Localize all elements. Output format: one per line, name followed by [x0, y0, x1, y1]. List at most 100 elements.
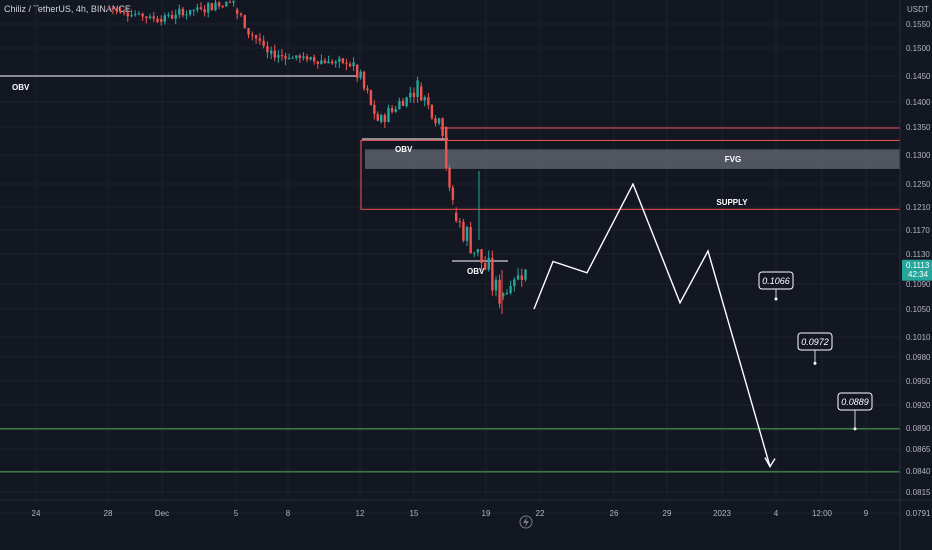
- price-tick-label: 0.0950: [906, 377, 931, 386]
- candle-body: [427, 97, 430, 105]
- candle-body: [196, 7, 199, 10]
- price-tick-label: 0.1250: [906, 180, 931, 189]
- time-tick-label: 26: [610, 509, 619, 518]
- target-dot-0: [774, 297, 778, 301]
- candle-body: [302, 56, 305, 58]
- price-tick-label: 0.1050: [906, 305, 931, 314]
- candle-body: [134, 14, 137, 16]
- supply-label: SUPPLY: [716, 198, 748, 207]
- candle-body: [465, 227, 469, 241]
- candle-body: [390, 107, 394, 112]
- candle-body: [192, 9, 195, 11]
- replay-icon[interactable]: [519, 515, 533, 529]
- candle-body: [341, 58, 345, 63]
- candle-body: [441, 118, 444, 136]
- candle-body: [115, 9, 118, 11]
- candle-body: [502, 293, 505, 297]
- candle-body: [119, 9, 122, 13]
- candle-body: [214, 2, 217, 11]
- candle-body: [309, 57, 312, 60]
- time-tick-label: 12:00: [812, 509, 833, 518]
- price-tick-label: 0.1400: [906, 98, 931, 107]
- candle-body: [445, 127, 448, 168]
- candle-body: [247, 28, 250, 35]
- projection-arrowhead: [764, 457, 776, 468]
- candle-body: [437, 118, 441, 124]
- candle-body: [462, 221, 465, 241]
- candle-body: [524, 269, 527, 280]
- candle-body: [130, 15, 133, 17]
- price-tick-label: 0.0815: [906, 488, 931, 497]
- price-tick-label: 0.0920: [906, 401, 931, 410]
- price-tick-label: 0.0840: [906, 467, 931, 476]
- candle-body: [387, 107, 390, 123]
- candle-body: [491, 257, 494, 291]
- candle-body: [295, 55, 298, 58]
- time-tick-label: 12: [356, 509, 365, 518]
- target-dot-1: [813, 361, 817, 365]
- candle-body: [137, 13, 141, 15]
- price-tick-label: 0.1300: [906, 151, 931, 160]
- price-tick-label: 0.0865: [906, 445, 931, 454]
- obv-label-2: OBV: [467, 267, 485, 276]
- candle-body: [273, 50, 276, 58]
- target-dot-2: [853, 427, 857, 431]
- candle-body: [225, 1, 228, 7]
- candle-body: [126, 12, 129, 17]
- candle-body: [156, 18, 159, 23]
- target-label-2: 0.0889: [841, 397, 869, 407]
- candle-body: [280, 55, 284, 57]
- candle-body: [188, 9, 192, 15]
- candle-body: [320, 60, 323, 64]
- candle-body: [498, 279, 501, 304]
- candle-body: [513, 279, 516, 287]
- fvg-label: FVG: [725, 155, 741, 164]
- chart-title: Chiliz / TetherUS, 4h, BINANCE: [4, 4, 131, 14]
- candle-body: [455, 212, 458, 222]
- candle-body: [160, 19, 163, 22]
- candle-body: [243, 15, 246, 29]
- candle-body: [270, 50, 273, 54]
- candle-body: [207, 3, 210, 13]
- candle-body: [170, 14, 174, 19]
- candle-body: [236, 9, 239, 14]
- candle-body: [516, 275, 520, 280]
- candle-body: [228, 1, 232, 3]
- obv-label-1: OBV: [395, 145, 413, 154]
- candle-body: [291, 57, 294, 59]
- candle-body: [210, 3, 214, 11]
- candle-body: [383, 114, 387, 123]
- candle-body: [409, 92, 412, 98]
- candle-body: [412, 92, 416, 98]
- candle-body: [458, 221, 462, 223]
- time-tick-label: 22: [536, 509, 545, 518]
- candle-body: [448, 167, 451, 188]
- candle-body: [185, 14, 188, 16]
- candle-body: [232, 0, 235, 3]
- currency-label: USDT: [907, 5, 929, 14]
- countdown-value: 42:34: [908, 270, 929, 279]
- candle-body: [217, 2, 221, 7]
- candle-body: [327, 61, 330, 64]
- time-tick-label: 19: [482, 509, 491, 518]
- candle-body: [145, 16, 148, 19]
- candle-body: [405, 97, 408, 106]
- candle-body: [362, 71, 366, 89]
- time-tick-label: 29: [663, 509, 672, 518]
- time-axis[interactable]: 24 28 Dec 5 8 12 15 19 22 26 29 2023 4 12:00 9: [0, 499, 932, 518]
- candle-body: [258, 38, 262, 41]
- last-price-tag: [902, 259, 932, 281]
- price-axis[interactable]: USDT 0.1550 0.1500 0.1450 0.1400 0.1350 0.1300…: [899, 0, 932, 550]
- candle-body: [348, 63, 352, 67]
- candle-body: [345, 62, 348, 64]
- candle-body: [152, 16, 155, 19]
- candle-body: [284, 55, 287, 59]
- candle-body: [434, 118, 437, 124]
- candle-body: [487, 257, 490, 270]
- last-price-value: 0.1113: [906, 261, 930, 270]
- candle-body: [473, 252, 476, 254]
- candles: [108, 0, 527, 314]
- candle-body: [181, 8, 185, 16]
- candle-body: [221, 6, 224, 8]
